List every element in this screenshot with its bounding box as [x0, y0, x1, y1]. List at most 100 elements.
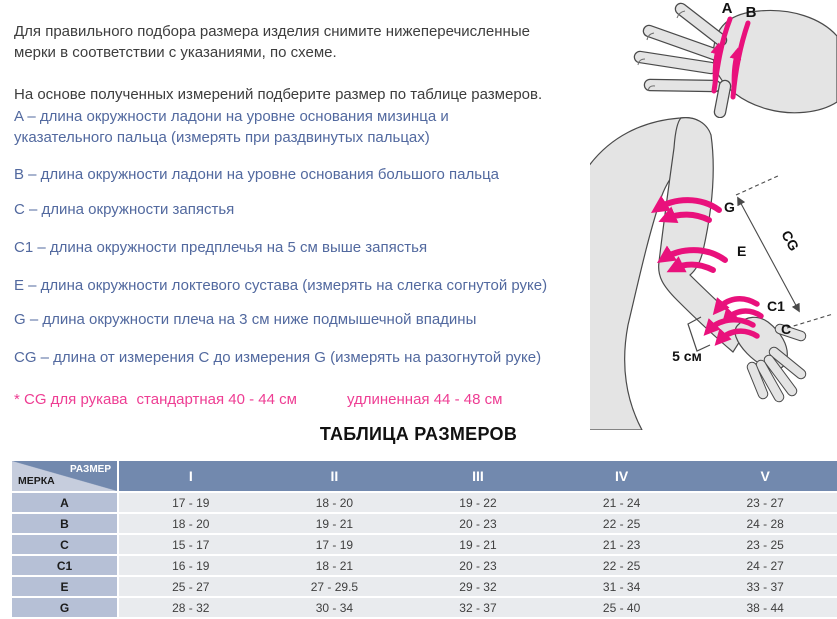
table-cell: 16 - 19	[172, 558, 210, 573]
table-cell: 17 - 19	[315, 537, 354, 552]
table-row: B 18 - 20 19 - 21 20 - 23 22 - 25 24 - 2…	[12, 514, 837, 533]
column-header: II	[330, 468, 339, 484]
table-cell: 25 - 27	[172, 579, 210, 594]
table-cell: 38 - 44	[746, 600, 784, 615]
table-cell: 19 - 22	[459, 495, 497, 510]
row-label: A	[12, 493, 117, 512]
row-label: G	[12, 598, 117, 617]
table-row: C 15 - 17 17 - 19 19 - 21 21 - 23 23 - 2…	[12, 535, 837, 554]
table-cell: 18 - 20	[315, 495, 354, 510]
table-cell: 28 - 32	[172, 600, 210, 615]
table-cell: 21 - 24	[602, 495, 641, 510]
measure-band-b-arrow	[729, 47, 742, 93]
row-values: 18 - 20 19 - 21 20 - 23 22 - 25 24 - 28	[119, 514, 837, 533]
measurement-item-b: B – длина окружности ладони на уровне ос…	[14, 166, 500, 183]
table-cell: 22 - 25	[602, 558, 641, 573]
size-table-title: ТАБЛИЦА РАЗМЕРОВ	[319, 424, 518, 444]
fingernail-marks	[637, 10, 686, 92]
intro-paragraph-2: На основе полученных измерений подберите…	[14, 86, 543, 103]
measure-band-e	[657, 245, 728, 263]
distance-bracket	[687, 316, 711, 352]
table-cell: 30 - 34	[315, 600, 354, 615]
body-silhouette	[590, 116, 807, 430]
column-divider	[117, 598, 119, 617]
label-c1: C1	[767, 298, 785, 314]
measure-band-c	[703, 317, 756, 336]
column-header: III	[472, 468, 484, 484]
measurement-item-a: A – длина окружности ладони на уровне ос…	[14, 108, 449, 146]
table-row: G 28 - 32 30 - 34 32 - 37 25 - 40 38 - 4…	[12, 598, 837, 617]
measurement-item-c1: C1 – длина окружности предплечья на 5 см…	[14, 239, 428, 256]
table-cell: 23 - 27	[746, 495, 784, 510]
column-header: IV	[614, 468, 629, 484]
table-cell: 19 - 21	[315, 516, 354, 531]
label-e: E	[737, 243, 746, 259]
table-cell: 24 - 27	[746, 558, 784, 573]
table-cell: 21 - 23	[602, 537, 641, 552]
table-cell: 20 - 23	[459, 558, 497, 573]
table-cell: 33 - 37	[746, 579, 784, 594]
row-values: 16 - 19 18 - 21 20 - 23 22 - 25 24 - 27	[119, 556, 837, 575]
table-cell: 18 - 20	[172, 516, 210, 531]
measure-band-g	[651, 195, 722, 213]
measurement-item-cg: CG – длина от измерения C до измерения G…	[14, 349, 542, 366]
footnote-extended: удлиненная 44 - 48 см	[347, 391, 503, 408]
table-cell: 25 - 40	[602, 600, 641, 615]
measure-band-a-arrow	[710, 42, 723, 88]
size-table-header-row: РАЗМЕР МЕРКА I II III IV V	[12, 461, 837, 491]
table-cell: 17 - 19	[172, 495, 210, 510]
row-label: C	[12, 535, 117, 554]
label-c: C	[781, 321, 791, 337]
table-row: C1 16 - 19 18 - 21 20 - 23 22 - 25 24 - …	[12, 556, 837, 575]
table-cell: 19 - 21	[459, 537, 497, 552]
intro-paragraph-1: Для правильного подбора размера изделия …	[14, 23, 530, 61]
corner-label-size: РАЗМЕР	[70, 464, 111, 475]
row-label: E	[12, 577, 117, 596]
table-cell: 24 - 28	[746, 516, 784, 531]
measure-band-c-arrow	[714, 328, 760, 346]
column-divider	[117, 577, 119, 596]
hand-fingers	[746, 323, 807, 403]
g-level-dashed-line	[735, 174, 781, 196]
table-cell: 31 - 34	[602, 579, 641, 594]
label-a: A	[722, 0, 733, 17]
c-level-dashed-line	[786, 313, 834, 329]
sleeve-length-footnote: * CG для рукава стандартная 40 - 44 см уд…	[14, 391, 594, 408]
measure-band-e-arrow	[666, 256, 716, 273]
table-row: A 17 - 19 18 - 20 19 - 22 21 - 24 23 - 2…	[12, 493, 837, 512]
table-cell: 18 - 21	[315, 558, 354, 573]
footnote-standard: стандартная 40 - 44 см	[136, 391, 297, 408]
column-divider	[117, 493, 119, 512]
table-cell: 15 - 17	[172, 537, 210, 552]
label-5cm: 5 см	[672, 348, 702, 364]
row-values: 25 - 27 27 - 29.5 29 - 32 31 - 34 33 - 3…	[119, 577, 837, 596]
table-cell: 29 - 32	[459, 579, 497, 594]
corner-label-measure: МЕРКА	[18, 475, 55, 487]
torso-shape	[590, 116, 711, 430]
corner-cell: РАЗМЕР МЕРКА	[12, 461, 117, 491]
row-values: 17 - 19 18 - 20 19 - 22 21 - 24 23 - 27	[119, 493, 837, 512]
row-values: 28 - 32 30 - 34 32 - 37 25 - 40 38 - 44	[119, 598, 837, 617]
measurement-item-g: G – длина окружности плеча на 3 см ниже …	[14, 311, 477, 328]
size-columns: I II III IV V	[119, 461, 837, 491]
column-divider	[117, 514, 119, 533]
table-cell: 32 - 37	[459, 600, 497, 615]
measurement-item-c: C – длина окружности запястья	[14, 201, 235, 218]
column-header: V	[760, 468, 770, 484]
table-row: E 25 - 27 27 - 29.5 29 - 32 31 - 34 33 -…	[12, 577, 837, 596]
label-cg: CG	[778, 228, 802, 254]
row-label: C1	[12, 556, 117, 575]
column-divider	[117, 535, 119, 554]
label-b: B	[746, 4, 757, 21]
cg-length-arrow	[737, 196, 800, 313]
measure-band-g-arrow	[658, 206, 712, 224]
column-divider	[117, 461, 119, 491]
size-table: РАЗМЕР МЕРКА I II III IV V A 17 - 19 18 …	[12, 461, 837, 619]
column-header: I	[188, 468, 193, 484]
table-cell: 22 - 25	[602, 516, 641, 531]
column-divider	[117, 556, 119, 575]
table-cell: 20 - 23	[459, 516, 497, 531]
hand-measurement-diagram: A B	[633, 0, 837, 118]
table-cell: 23 - 25	[746, 537, 784, 552]
footnote-prefix: * CG для рукава	[14, 391, 128, 408]
